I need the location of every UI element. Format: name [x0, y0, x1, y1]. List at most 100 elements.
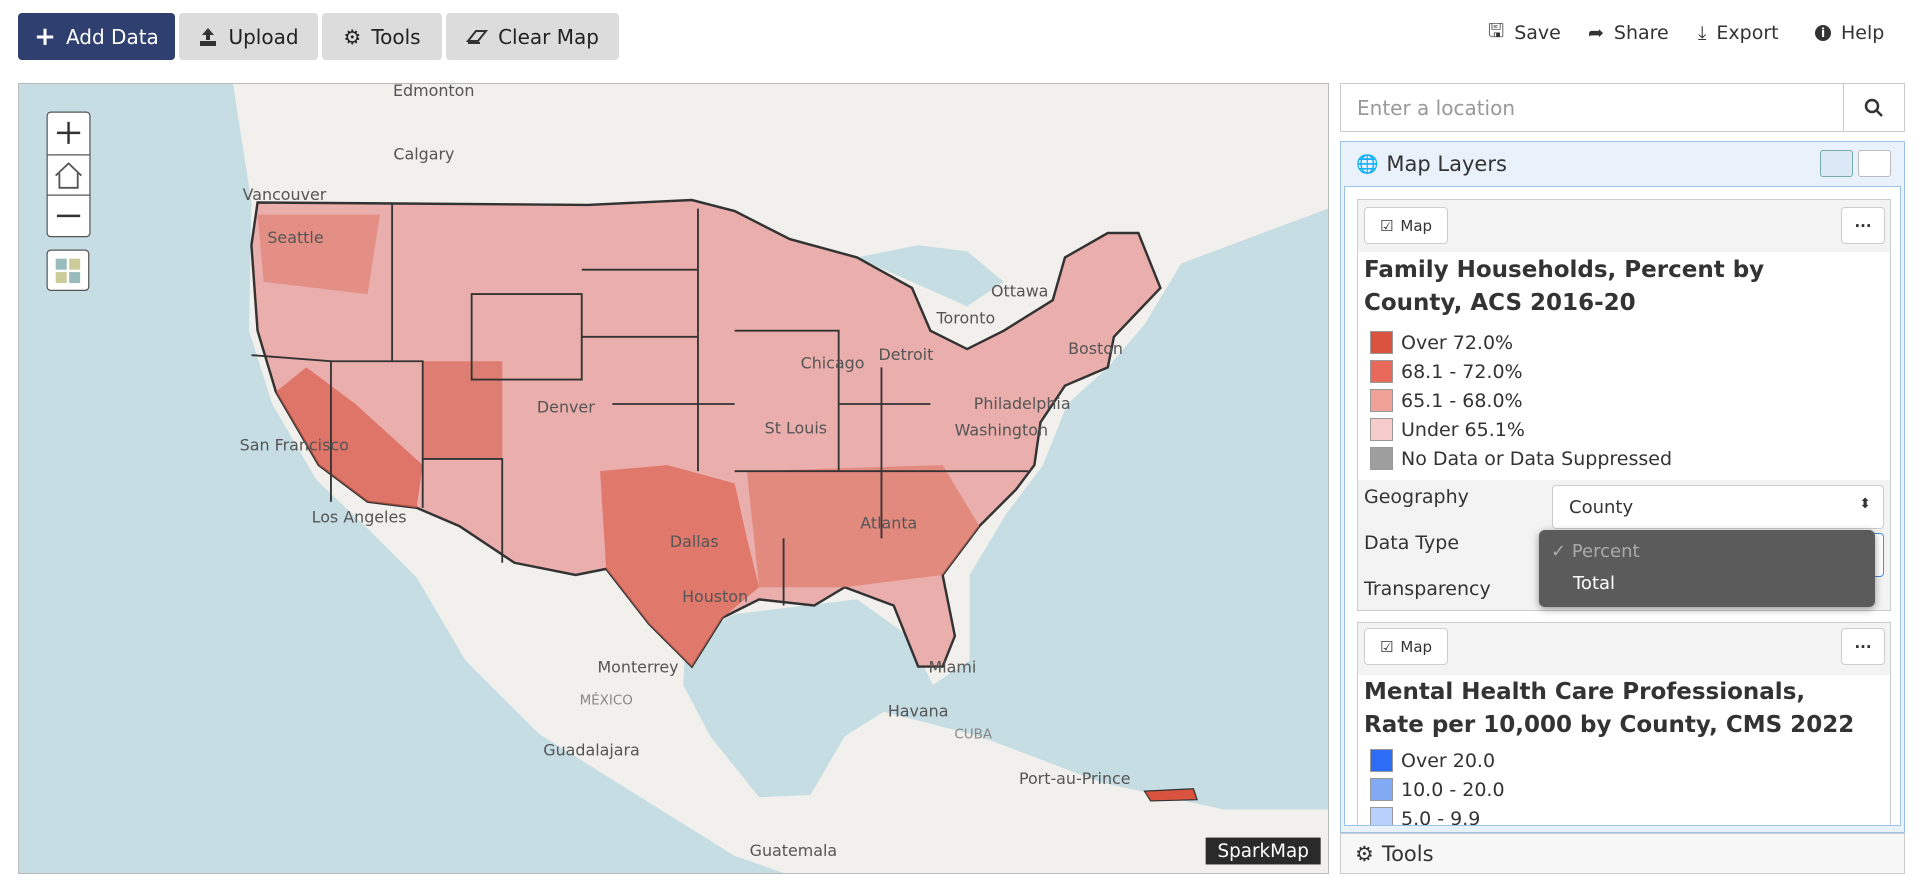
place-label: Vancouver	[243, 185, 327, 204]
legend-item: No Data or Data Suppressed	[1370, 444, 1672, 473]
california-region	[275, 367, 423, 508]
geography-label: Geography	[1364, 486, 1469, 508]
export-action[interactable]: ⤓ Export	[1698, 20, 1779, 46]
select-arrow: ⬍	[1859, 496, 1871, 512]
place-label: MÉXICO	[580, 691, 633, 708]
share-action[interactable]: ➦ Share	[1588, 20, 1669, 46]
zoom-box	[46, 111, 91, 238]
tools-footer[interactable]: ⚙ Tools	[1340, 833, 1905, 874]
upload-button[interactable]: Upload	[179, 13, 318, 60]
place-label: Edmonton	[393, 83, 474, 100]
search-input[interactable]: Enter a location	[1340, 83, 1844, 132]
legend-label: 68.1 - 72.0%	[1401, 360, 1523, 383]
geography-select[interactable]: County ⬍	[1552, 485, 1884, 529]
legend-item: 65.1 - 68.0%	[1370, 386, 1672, 415]
layer-title: Family Households, Percent by County, ACS…	[1364, 254, 1764, 320]
dropdown-option[interactable]: Total	[1573, 573, 1615, 594]
home[interactable]	[55, 162, 83, 189]
layer-title: Mental Health Care Professionals, Rate pe…	[1364, 676, 1854, 742]
data-type-label: Data Type	[1364, 532, 1460, 554]
place-label: CUBA	[954, 728, 992, 743]
card-body	[1358, 252, 1890, 480]
action-label: Save	[1514, 22, 1561, 44]
place-label: St Louis	[765, 418, 827, 437]
basemap-button[interactable]	[46, 249, 90, 292]
place-label: Philadelphia	[974, 394, 1071, 413]
place-label: Washington	[955, 421, 1048, 440]
atlantic-ocean	[883, 208, 1328, 810]
place-labels: Edmonton Calgary Vancouver Seattle Ottaw…	[240, 83, 1131, 860]
legend-swatch	[1370, 447, 1393, 470]
add-data-button[interactable]: + Add Data	[18, 13, 175, 60]
share-icon: ➦	[1588, 22, 1604, 44]
pacific-ocean	[19, 84, 784, 873]
list-view-button[interactable]	[1858, 150, 1891, 177]
check-icon: ☑	[1379, 216, 1394, 235]
legend-item: Over 20.0	[1370, 746, 1505, 775]
attribution: SparkMap	[1217, 841, 1308, 862]
legend-label: 10.0 - 20.0	[1401, 778, 1505, 801]
place-label: Calgary	[393, 145, 454, 164]
great-lakes	[857, 245, 1004, 307]
layer-menu[interactable]: ···	[1841, 207, 1885, 244]
checkmark: ✓	[1551, 541, 1572, 562]
place-label: San Francisco	[240, 435, 349, 454]
legend: Over 72.0% 68.1 - 72.0% 65.1 - 68.0% Und…	[1370, 328, 1672, 473]
save-action[interactable]: 🖫 Save	[1488, 20, 1561, 46]
place-label: Boston	[1068, 339, 1123, 358]
button-label: Clear Map	[498, 24, 599, 49]
legend-label: Over 20.0	[1401, 749, 1496, 772]
layers-header: 🌐 Map Layers	[1356, 152, 1507, 176]
title-line: Family Households, Percent by	[1364, 257, 1765, 283]
action-label: Help	[1841, 22, 1885, 44]
layers-scroll: ☑ Map ··· Family Households, Percent by Co…	[1344, 186, 1901, 826]
layer-menu[interactable]: ···	[1841, 628, 1885, 665]
export-icon: ⤓	[1698, 22, 1707, 44]
title-line: Rate per 10,000 by County, CMS 2022	[1364, 712, 1855, 738]
place-label: Guatemala	[750, 841, 837, 860]
legend-swatch	[1370, 778, 1393, 801]
place-label: Chicago	[801, 354, 865, 373]
legend-label: 65.1 - 68.0%	[1401, 389, 1523, 412]
place-label: Seattle	[267, 228, 323, 247]
zoom-in[interactable]	[56, 121, 81, 144]
map[interactable]: Edmonton Calgary Vancouver Seattle Ottaw…	[18, 83, 1329, 874]
layer-card: ☑ Map ··· Family Households, Percent by Co…	[1357, 199, 1891, 611]
legend-swatch	[1370, 749, 1393, 772]
detail-view-button[interactable]	[1820, 150, 1853, 177]
tools-button[interactable]: ⚙ Tools	[322, 13, 442, 60]
place-label: Denver	[537, 398, 595, 417]
layer-card: ☑ Map ··· Mental Health Care Professional…	[1357, 622, 1891, 825]
action-label: Export	[1716, 22, 1779, 44]
clear-map-button[interactable]: Clear Map	[446, 13, 619, 60]
legend-label: No Data or Data Suppressed	[1401, 447, 1673, 470]
place-label: Detroit	[879, 345, 934, 364]
zoom-controls	[46, 111, 91, 292]
legend-item: 5.0 - 9.9	[1370, 804, 1505, 825]
dropdown-option[interactable]: ✓ Percent	[1551, 541, 1640, 562]
help-action[interactable]: i Help	[1815, 20, 1884, 46]
title-line: County, ACS 2016-20	[1364, 290, 1636, 316]
utah-region	[422, 361, 503, 459]
gulf-of-mexico	[683, 599, 933, 798]
state-borders	[251, 202, 1029, 606]
layers-title: Map Layers	[1386, 152, 1507, 176]
legend-label: Under 65.1%	[1401, 418, 1525, 441]
search-placeholder: Enter a location	[1357, 96, 1516, 120]
transparency-label: Transparency	[1364, 578, 1491, 600]
legend-swatch	[1370, 360, 1393, 383]
title-line: Mental Health Care Professionals,	[1364, 679, 1806, 705]
southeast-region	[746, 465, 980, 588]
data-type-dropdown: ✓ Percent Total	[1539, 530, 1875, 607]
puerto-rico	[1143, 788, 1198, 802]
layer-toggle[interactable]: ☑ Map	[1364, 207, 1448, 244]
option-label: Percent	[1571, 541, 1640, 562]
search-button[interactable]	[1843, 83, 1905, 132]
place-label: Houston	[682, 587, 748, 606]
layer-toggle[interactable]: ☑ Map	[1364, 628, 1448, 665]
place-label: Atlanta	[860, 514, 917, 533]
northwest-region	[257, 214, 380, 295]
texas-region	[600, 465, 760, 667]
